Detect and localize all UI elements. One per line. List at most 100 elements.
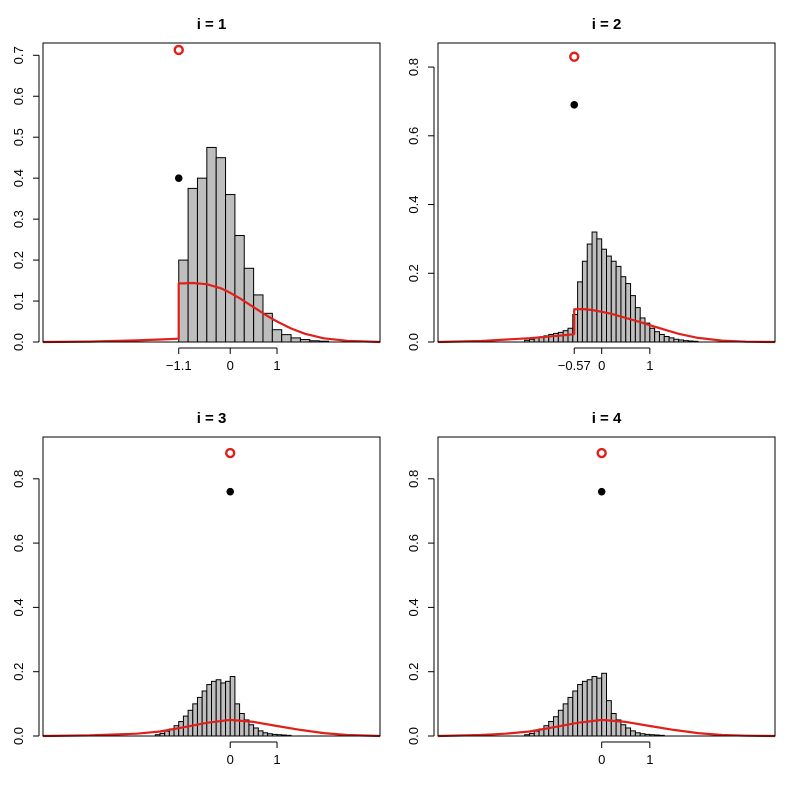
x-tick-label: −0.57: [558, 358, 591, 373]
histogram-bar: [164, 730, 170, 737]
histogram-bar: [281, 334, 292, 343]
histogram-bar: [553, 332, 559, 343]
histogram-bar: [606, 700, 612, 737]
y-tick-label: 0.4: [11, 169, 26, 187]
filled-point-marker: [570, 101, 579, 109]
histogram-bar: [606, 255, 612, 343]
panel-3: i = 3 0.0 0.2 0.4 0.6 0.8 0 1: [11, 410, 381, 767]
y-tick-label: 0.1: [11, 292, 26, 310]
histogram-bar: [596, 677, 603, 737]
histogram-bar: [625, 283, 632, 343]
histogram-bar: [206, 684, 212, 737]
y-tick-label: 0.4: [406, 195, 421, 213]
histogram-bar: [253, 294, 264, 343]
y-tick-label: 0.8: [406, 470, 421, 488]
y-tick-label: 0.0: [406, 333, 421, 351]
y-tick-label: 0.5: [11, 128, 26, 146]
histogram-bar: [615, 265, 622, 343]
y-tick-label: 0.2: [11, 251, 26, 269]
y-tick-label: 0.6: [11, 534, 26, 552]
histogram-bar: [192, 703, 198, 737]
histogram-bar: [581, 680, 588, 737]
histogram-bar: [178, 259, 189, 343]
y-axis: 0.0 0.2 0.4 0.6 0.8: [11, 470, 40, 745]
histogram-bar: [630, 730, 636, 737]
histogram: [178, 146, 330, 343]
plot-frame: [437, 42, 776, 343]
histogram-bar: [215, 157, 227, 343]
histogram: [524, 231, 699, 343]
panel-title: i = 3: [197, 410, 227, 427]
density-curve: [437, 718, 776, 738]
histogram-bar: [201, 690, 208, 737]
histogram-bar: [196, 696, 203, 737]
x-axis: −0.57 0 1: [558, 347, 653, 373]
histogram-bar: [577, 281, 583, 343]
histogram-bar: [239, 712, 245, 737]
x-tick-label: 1: [273, 358, 280, 373]
y-tick-label: 0.6: [406, 127, 421, 145]
histogram-bar: [225, 680, 231, 737]
y-tick-label: 0.8: [11, 470, 26, 488]
panel-title: i = 1: [197, 16, 227, 33]
y-axis: 0.0 0.1 0.2 0.3 0.4 0.5 0.6 0.7: [11, 46, 40, 351]
histogram-bar: [577, 684, 583, 737]
panel-title: i = 4: [592, 410, 622, 427]
density-curve: [42, 718, 381, 738]
y-tick-label: 0.3: [11, 210, 26, 228]
panel-1: i = 1 0.0 0.1 0.2 0.3 0.4 0.5 0.6 0.7 −1.1 0 1: [11, 16, 381, 373]
histogram-bar: [187, 709, 194, 737]
panel-4: i = 40.00.20.40.60.80 1: [406, 410, 776, 767]
histogram-bar: [596, 238, 603, 343]
histogram-bar: [206, 146, 217, 343]
histogram-bar: [610, 712, 617, 737]
histogram-bar: [654, 331, 660, 343]
y-tick-label: 0.6: [406, 534, 421, 552]
histogram: [524, 672, 665, 737]
histogram-bar: [620, 724, 627, 737]
open-point-marker: [596, 447, 607, 459]
histogram-bar: [586, 243, 593, 343]
histogram-bar: [290, 337, 301, 343]
x-tick-label: −1.1: [166, 358, 192, 373]
x-tick-label: 0: [598, 358, 605, 373]
density-curve: [437, 307, 776, 344]
histogram-bar: [562, 703, 569, 737]
x-tick-label: 0: [227, 752, 234, 767]
histogram-bar: [610, 260, 617, 343]
filled-point-marker: [597, 487, 606, 496]
histogram-bar: [586, 679, 593, 737]
histogram-bar: [649, 327, 656, 343]
histogram-bar: [215, 679, 222, 737]
x-tick-label: 0: [227, 358, 234, 373]
y-tick-label: 0.0: [406, 727, 421, 745]
histogram-bar: [557, 331, 564, 343]
y-axis: 0.0 0.2 0.4 0.6 0.8: [406, 470, 435, 745]
histogram-bar: [229, 676, 236, 737]
histogram-bar: [211, 680, 217, 737]
histogram-bar: [220, 682, 227, 737]
open-point-marker: [173, 44, 184, 56]
panel-2: i = 2 0.0 0.2 0.4 0.6 0.8 −0.57 0 1: [406, 16, 776, 373]
x-tick-label: 1: [646, 358, 653, 373]
histogram-bar: [271, 329, 283, 343]
histogram-bar: [620, 276, 627, 343]
histogram-bar: [572, 690, 579, 737]
density-curve: [42, 281, 381, 344]
open-point-marker: [569, 51, 580, 62]
panel-title: i = 2: [592, 16, 622, 33]
y-tick-label: 0.0: [11, 333, 26, 351]
y-tick-label: 0.0: [11, 727, 26, 745]
histogram-bar: [625, 727, 632, 737]
histogram-bar: [187, 187, 198, 343]
plot-frame: [42, 436, 381, 737]
filled-point-marker: [174, 174, 183, 182]
histogram-bar: [601, 672, 608, 737]
y-tick-label: 0.2: [11, 663, 26, 681]
y-tick-label: 0.8: [406, 58, 421, 76]
histogram-bar: [225, 194, 236, 343]
histogram-bar: [581, 260, 588, 343]
y-tick-label: 0.4: [11, 598, 26, 616]
